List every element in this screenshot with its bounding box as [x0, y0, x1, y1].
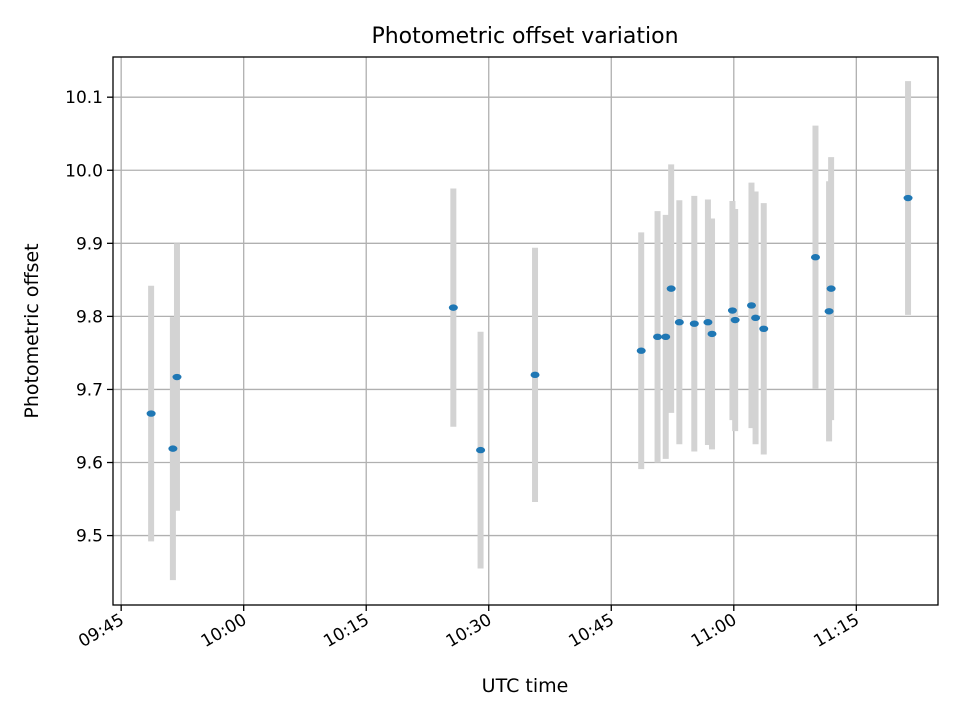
plot-area-frame	[112, 56, 939, 606]
data-point	[476, 446, 486, 454]
data-point	[653, 333, 663, 341]
data-point	[730, 316, 740, 324]
data-point	[727, 307, 737, 314]
data-point	[826, 285, 836, 292]
y-tick-label: 9.7	[76, 380, 103, 400]
x-axis-label: UTC time	[482, 675, 569, 697]
data-point	[810, 254, 820, 261]
y-tick-label: 9.6	[76, 454, 103, 474]
data-point	[824, 308, 834, 315]
data-point	[703, 319, 713, 326]
grid	[113, 57, 938, 605]
data-point	[674, 319, 684, 326]
data-point	[746, 302, 756, 309]
data-point	[903, 194, 913, 202]
y-tick-label: 9.5	[76, 527, 103, 547]
y-tick-label: 10.1	[65, 88, 103, 108]
data-point	[146, 410, 156, 417]
data-point	[751, 314, 761, 322]
data-point	[168, 445, 178, 452]
data-points	[146, 194, 913, 454]
y-tick-label: 9.9	[76, 234, 103, 254]
data-point	[172, 373, 182, 381]
data-point	[759, 325, 769, 333]
data-point	[707, 330, 717, 338]
data-point	[448, 304, 458, 311]
data-point	[666, 285, 676, 292]
data-point	[661, 333, 671, 341]
y-tick-label: 9.8	[76, 307, 103, 327]
data-point	[689, 320, 699, 327]
data-point	[530, 371, 540, 379]
chart-title: Photometric offset variation	[371, 24, 678, 49]
y-tick-label: 10.0	[65, 161, 103, 181]
data-point	[636, 347, 646, 354]
y-axis-label: Photometric offset	[21, 243, 43, 418]
